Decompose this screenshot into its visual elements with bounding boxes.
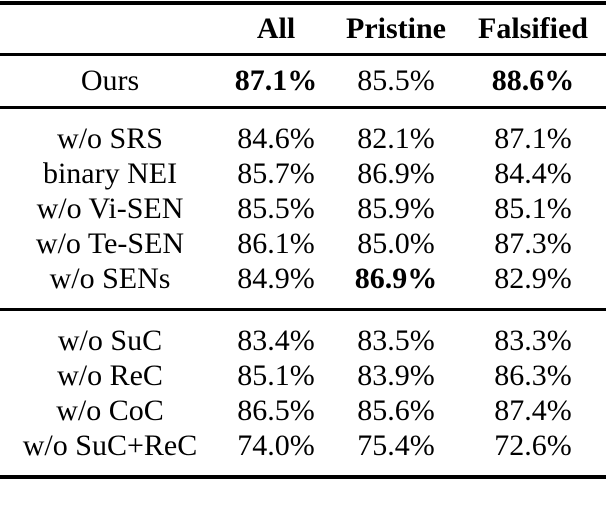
cell-value: 85.5% xyxy=(357,64,435,97)
top-rule xyxy=(0,1,606,5)
column-header-pristine: Pristine xyxy=(346,12,446,45)
cell-value: 87.3% xyxy=(494,226,572,260)
header-divider-rule xyxy=(0,53,606,56)
cell-value: 84.6% xyxy=(237,121,315,155)
table-header-row: All Pristine Falsified xyxy=(0,5,606,53)
cell-value: 82.1% xyxy=(357,121,435,155)
cell-value: 85.6% xyxy=(357,393,435,427)
cell-value: 87.1% xyxy=(234,64,318,97)
row-label: w/o Te-SEN xyxy=(35,226,185,260)
column-header-all: All xyxy=(256,12,296,45)
cell-value: 86.1% xyxy=(237,226,315,260)
table-row-wo-suc-rec: w/o SuC+ReC 74.0% 75.4% 72.6% xyxy=(0,428,606,463)
cell-value: 83.3% xyxy=(494,323,572,357)
table-row-wo-vi-sen: w/o Vi-SEN 85.5% 85.9% 85.1% xyxy=(0,191,606,226)
table-row-wo-coc: w/o CoC 86.5% 85.6% 87.4% xyxy=(0,393,606,428)
row-label: w/o Vi-SEN xyxy=(36,191,184,225)
ablation-group-components: w/o SRS 84.6% 82.1% 87.1% binary NEI 85.… xyxy=(0,109,606,308)
table-row-wo-srs: w/o SRS 84.6% 82.1% 87.1% xyxy=(0,121,606,156)
cell-value: 87.4% xyxy=(494,393,572,427)
row-label: w/o SuC xyxy=(57,323,163,357)
row-label: w/o SuC+ReC xyxy=(22,428,198,462)
table-row-wo-te-sen: w/o Te-SEN 86.1% 85.0% 87.3% xyxy=(0,226,606,261)
cell-value: 84.9% xyxy=(237,261,315,295)
row-label: w/o ReC xyxy=(57,358,163,392)
cell-value: 88.6% xyxy=(491,64,575,97)
table-row-binary-nei: binary NEI 85.7% 86.9% 84.4% xyxy=(0,156,606,191)
cell-value: 85.5% xyxy=(237,191,315,225)
cell-value: 85.0% xyxy=(357,226,435,260)
table-row-wo-rec: w/o ReC 85.1% 83.9% 86.3% xyxy=(0,358,606,393)
cell-value: 75.4% xyxy=(357,428,435,462)
ablation-group-constraints: w/o SuC 83.4% 83.5% 83.3% w/o ReC 85.1% … xyxy=(0,311,606,475)
section-divider-rule xyxy=(0,106,606,109)
table-row-wo-sens: w/o SENs 84.9% 86.9% 82.9% xyxy=(0,261,606,296)
cell-value: 86.9% xyxy=(357,156,435,190)
row-label: Ours xyxy=(80,64,140,97)
column-header-falsified: Falsified xyxy=(478,12,588,45)
cell-value: 84.4% xyxy=(494,156,572,190)
table-row-wo-suc: w/o SuC 83.4% 83.5% 83.3% xyxy=(0,323,606,358)
section-divider-rule xyxy=(0,308,606,311)
cell-value: 82.9% xyxy=(494,261,572,295)
table-row-ours: Ours 87.1% 85.5% 88.6% xyxy=(0,56,606,106)
cell-value: 83.9% xyxy=(357,358,435,392)
cell-value: 85.7% xyxy=(237,156,315,190)
bottom-rule xyxy=(0,475,606,479)
cell-value: 85.9% xyxy=(357,191,435,225)
cell-value: 74.0% xyxy=(237,428,315,462)
cell-value: 86.9% xyxy=(354,261,438,295)
cell-value: 72.6% xyxy=(494,428,572,462)
cell-value: 85.1% xyxy=(494,191,572,225)
row-label: w/o SENs xyxy=(49,261,171,295)
cell-value: 83.4% xyxy=(237,323,315,357)
cell-value: 87.1% xyxy=(494,121,572,155)
cell-value: 85.1% xyxy=(237,358,315,392)
cell-value: 86.5% xyxy=(237,393,315,427)
row-label: w/o SRS xyxy=(57,121,163,155)
cell-value: 83.5% xyxy=(357,323,435,357)
row-label: binary NEI xyxy=(42,156,178,190)
row-label: w/o CoC xyxy=(56,393,164,427)
cell-value: 86.3% xyxy=(494,358,572,392)
